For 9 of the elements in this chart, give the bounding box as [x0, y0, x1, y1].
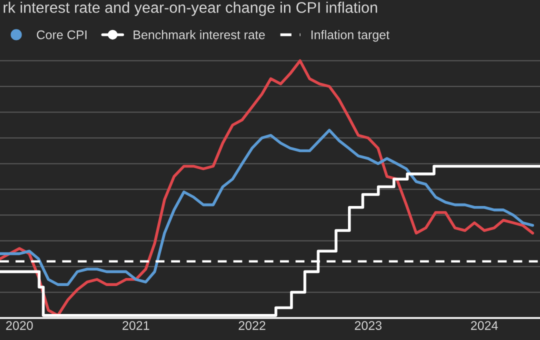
chart-title: rk interest rate and year-on-year change in CPI inflation: [4, 2, 378, 16]
x-tick-label: 2020: [6, 321, 33, 330]
x-tick-label: 2022: [238, 321, 266, 330]
x-tick-label: 2023: [354, 321, 382, 330]
legend-label: Benchmark interest rate: [134, 30, 265, 40]
legend-label: Core CPI: [36, 30, 86, 40]
legend-label: Inflation target: [311, 30, 390, 42]
x-tick-label: 2024: [471, 321, 498, 330]
x-tick-label: 2021: [122, 321, 150, 330]
